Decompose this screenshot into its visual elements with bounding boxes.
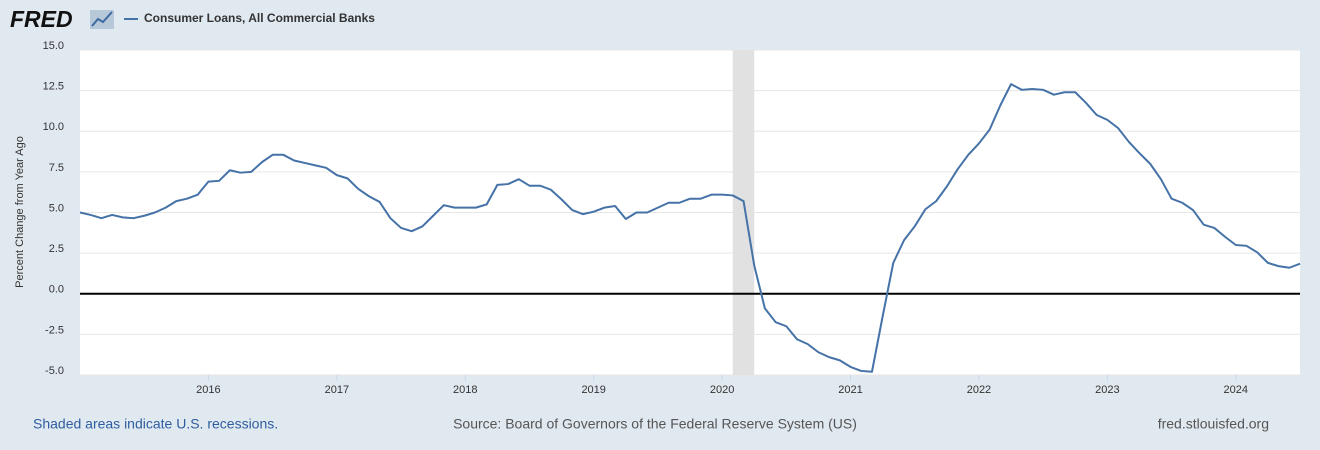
legend-label: Consumer Loans, All Commercial Banks [144, 11, 375, 25]
x-tick-label: 2021 [838, 384, 862, 396]
y-tick-label: 0.0 [49, 284, 64, 296]
x-tick-label: 2017 [325, 384, 349, 396]
source: Source: Board of Governors of the Federa… [453, 416, 857, 432]
y-tick-label: 5.0 [49, 202, 64, 214]
recession-shade [732, 50, 755, 375]
logo[interactable]: FRED [10, 6, 73, 32]
y-tick-label: 10.0 [43, 121, 64, 133]
x-tick-label: 2022 [967, 384, 991, 396]
y-tick-label: 12.5 [43, 81, 64, 93]
y-axis-label: Percent Change from Year Ago [14, 136, 26, 288]
x-tick-label: 2018 [453, 384, 477, 396]
y-tick-label: 2.5 [49, 243, 64, 255]
recession-note[interactable]: Shaded areas indicate U.S. recessions. [33, 416, 278, 432]
x-tick-label: 2016 [196, 384, 220, 396]
data-line [79, 83, 1301, 373]
x-tick-label: 2020 [710, 384, 734, 396]
y-tick-label: 15.0 [43, 40, 64, 52]
y-tick-label: 7.5 [49, 162, 64, 174]
x-tick-label: 2023 [1095, 384, 1119, 396]
logo-icon [90, 10, 114, 29]
website[interactable]: fred.stlouisfed.org [1158, 416, 1269, 432]
x-tick-label: 2024 [1224, 384, 1248, 396]
x-tick-label: 2019 [581, 384, 605, 396]
y-tick-label: -5.0 [45, 365, 64, 377]
y-tick-label: -2.5 [45, 324, 64, 336]
